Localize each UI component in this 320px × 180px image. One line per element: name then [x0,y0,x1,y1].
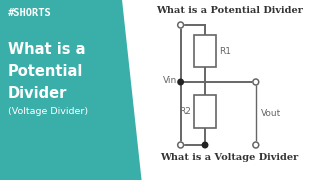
Polygon shape [0,0,141,180]
Text: Divider: Divider [8,86,67,101]
Text: R2: R2 [180,107,191,116]
Text: R1: R1 [219,46,231,55]
Text: What is a: What is a [8,42,85,57]
Text: Potential: Potential [8,64,83,79]
Circle shape [202,142,208,148]
Bar [194,35,216,67]
Text: What is a Voltage Divider: What is a Voltage Divider [160,153,299,162]
Text: Vin: Vin [163,75,177,84]
Circle shape [178,142,184,148]
Circle shape [253,79,259,85]
Circle shape [253,142,259,148]
Text: Vout: Vout [261,109,281,118]
Text: (Voltage Divider): (Voltage Divider) [8,107,88,116]
Text: What is a Potential Divider: What is a Potential Divider [156,6,303,15]
Circle shape [178,22,184,28]
Text: #SHORTS: #SHORTS [8,8,52,18]
Bar [194,95,216,128]
Circle shape [178,79,183,85]
